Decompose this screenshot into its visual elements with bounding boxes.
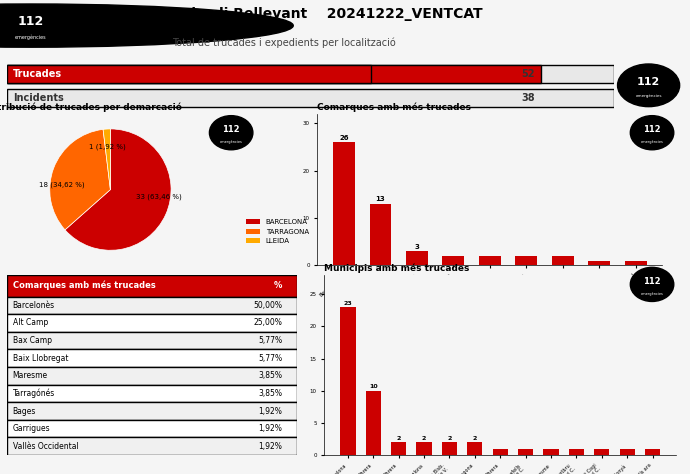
Bar	[340, 307, 355, 455]
Text: Bax Camp: Bax Camp	[12, 336, 52, 345]
Text: 38: 38	[522, 92, 535, 103]
Bar	[442, 442, 457, 455]
Text: emergències: emergències	[219, 140, 243, 144]
Bar	[569, 448, 584, 455]
Text: 112: 112	[637, 76, 660, 87]
Bar	[589, 261, 610, 265]
Text: Municipis amb més trucades: Municipis amb més trucades	[324, 263, 470, 273]
Bar	[370, 204, 391, 265]
Text: Episodi Rellevant    20241222_VENTCAT: Episodi Rellevant 20241222_VENTCAT	[172, 7, 483, 21]
Text: Bages: Bages	[12, 407, 36, 416]
Wedge shape	[103, 129, 110, 190]
FancyBboxPatch shape	[7, 438, 297, 455]
Bar	[442, 256, 464, 265]
Bar	[594, 448, 609, 455]
Text: 52: 52	[522, 69, 535, 79]
Text: emergències: emergències	[635, 94, 662, 98]
Circle shape	[209, 116, 253, 150]
FancyBboxPatch shape	[7, 314, 297, 332]
FancyBboxPatch shape	[7, 420, 297, 438]
Text: 25,00%: 25,00%	[253, 319, 282, 328]
Bar	[479, 256, 501, 265]
Text: Comarques amb més trucades: Comarques amb més trucades	[317, 102, 471, 111]
FancyBboxPatch shape	[7, 65, 371, 83]
Circle shape	[0, 4, 293, 47]
Text: 3,85%: 3,85%	[258, 371, 282, 380]
Text: 1,92%: 1,92%	[258, 442, 282, 451]
Text: emergències: emergències	[640, 292, 664, 296]
Bar	[645, 448, 660, 455]
Wedge shape	[65, 129, 171, 250]
FancyBboxPatch shape	[7, 89, 614, 107]
Text: 50,00%: 50,00%	[253, 301, 282, 310]
Circle shape	[631, 267, 673, 301]
Circle shape	[631, 116, 673, 150]
Wedge shape	[50, 129, 110, 230]
Text: Barcelonès: Barcelonès	[12, 301, 55, 310]
FancyBboxPatch shape	[7, 332, 297, 349]
Legend: BARCELONA, TARRAGONA, LLEIDA: BARCELONA, TARRAGONA, LLEIDA	[244, 216, 312, 247]
FancyBboxPatch shape	[7, 367, 297, 384]
Text: 1 (1,92 %): 1 (1,92 %)	[89, 143, 126, 150]
Text: 13: 13	[375, 196, 386, 202]
Text: Maresme: Maresme	[12, 371, 48, 380]
Text: 🏛 Generalitat
   de Catalunya: 🏛 Generalitat de Catalunya	[79, 13, 132, 27]
Text: 18 (34,62 %): 18 (34,62 %)	[39, 182, 85, 188]
Text: 112: 112	[643, 125, 661, 134]
Text: Trucades: Trucades	[13, 69, 62, 79]
Bar	[366, 391, 381, 455]
FancyBboxPatch shape	[7, 402, 297, 420]
Text: 2: 2	[473, 436, 477, 441]
Bar	[417, 442, 432, 455]
Text: Incidents: Incidents	[13, 92, 63, 103]
Bar	[552, 256, 574, 265]
Text: 10: 10	[369, 384, 377, 390]
FancyBboxPatch shape	[7, 65, 541, 83]
Bar	[625, 261, 647, 265]
Text: 23: 23	[344, 301, 353, 306]
Text: 2: 2	[397, 436, 401, 441]
Text: %: %	[274, 281, 282, 290]
Bar	[493, 448, 508, 455]
Bar	[406, 251, 428, 265]
Text: Vallès Occidental: Vallès Occidental	[12, 442, 79, 451]
Text: Comarques amb més trucades: Comarques amb més trucades	[12, 281, 155, 291]
Bar	[467, 442, 482, 455]
Text: 2: 2	[422, 436, 426, 441]
Circle shape	[618, 64, 680, 107]
Text: 3: 3	[415, 244, 420, 250]
Text: 112: 112	[222, 125, 240, 134]
Bar	[391, 442, 406, 455]
Bar	[518, 448, 533, 455]
Bar	[515, 256, 538, 265]
Text: 3,85%: 3,85%	[258, 389, 282, 398]
Text: Total de trucades i expedients per localització: Total de trucades i expedients per local…	[172, 37, 396, 48]
Text: emergències: emergències	[15, 34, 47, 40]
FancyBboxPatch shape	[7, 349, 297, 367]
Bar	[544, 448, 559, 455]
Text: 2: 2	[447, 436, 452, 441]
FancyBboxPatch shape	[7, 275, 297, 297]
Text: 5,77%: 5,77%	[258, 354, 282, 363]
Text: 112: 112	[643, 277, 661, 286]
Text: Alt Camp: Alt Camp	[12, 319, 48, 328]
FancyBboxPatch shape	[7, 65, 614, 83]
Text: emergències: emergències	[640, 140, 664, 144]
Text: 112: 112	[18, 15, 44, 28]
Text: Baix Llobregat: Baix Llobregat	[12, 354, 68, 363]
Text: Tarragónés: Tarragónés	[12, 389, 55, 398]
Text: 33 (63,46 %): 33 (63,46 %)	[136, 194, 181, 200]
FancyBboxPatch shape	[7, 384, 297, 402]
Bar	[333, 142, 355, 265]
Text: 26: 26	[339, 135, 348, 141]
Text: 5,77%: 5,77%	[258, 336, 282, 345]
Text: Garrigues: Garrigues	[12, 424, 50, 433]
Bar	[620, 448, 635, 455]
Text: 1,92%: 1,92%	[258, 424, 282, 433]
Text: 1,92%: 1,92%	[258, 407, 282, 416]
Text: Distribució de trucades per demarcació: Distribució de trucades per demarcació	[0, 102, 182, 111]
FancyBboxPatch shape	[7, 297, 297, 314]
